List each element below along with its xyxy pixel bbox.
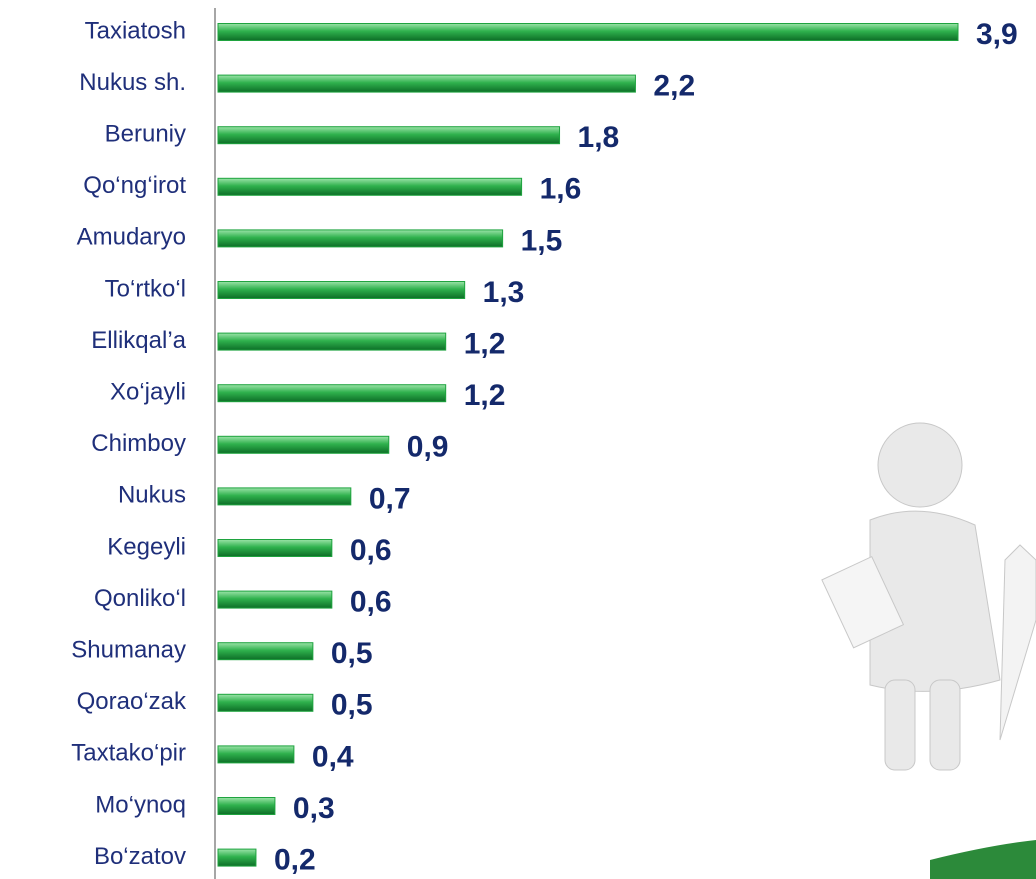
bar (217, 229, 504, 248)
value-label: 0,5 (331, 689, 373, 722)
value-label: 1,6 (540, 173, 582, 206)
value-label: 0,5 (331, 637, 373, 670)
category-label: Chimboy (91, 430, 186, 457)
bar (217, 590, 333, 609)
bar (217, 539, 333, 557)
value-label: 0,4 (312, 740, 354, 773)
category-label: Bo‘zatov (94, 843, 186, 870)
bar (217, 177, 523, 196)
value-label: 1,2 (464, 379, 506, 412)
value-label: 0,2 (274, 844, 316, 877)
category-label: Amudaryo (77, 224, 186, 251)
category-label: Nukus (118, 482, 186, 509)
bar (217, 642, 314, 661)
value-label: 1,5 (521, 224, 563, 257)
bar (217, 384, 447, 403)
value-label: 1,3 (483, 276, 525, 309)
category-label: Nukus sh. (79, 69, 186, 96)
value-label: 0,9 (407, 431, 449, 464)
category-label: Taxtako‘pir (71, 740, 186, 767)
bar (217, 693, 314, 712)
bar (217, 74, 636, 93)
category-label: Xo‘jayli (110, 379, 186, 406)
bar (217, 797, 276, 815)
category-label: Qo‘ng‘irot (83, 172, 186, 199)
category-label: Kegeyli (107, 533, 186, 560)
value-label: 0,3 (293, 792, 335, 825)
category-label: To‘rtko‘l (105, 275, 186, 302)
category-label: Qorao‘zak (77, 688, 187, 715)
category-label: Shumanay (71, 637, 186, 664)
value-label: 2,2 (653, 70, 695, 103)
category-label: Mo‘ynoq (95, 791, 186, 818)
value-label: 1,8 (578, 121, 620, 154)
bar (217, 281, 466, 299)
bar (217, 23, 959, 41)
bar (217, 332, 447, 351)
category-label: Taxiatosh (85, 17, 186, 44)
doctor-illustration (821, 422, 1036, 879)
category-label: Beruniy (105, 121, 186, 148)
value-label: 1,2 (464, 328, 506, 361)
bar (217, 848, 257, 867)
category-label: Qonliko‘l (94, 585, 186, 612)
bar (217, 126, 561, 145)
value-label: 0,6 (350, 586, 392, 619)
value-label: 0,6 (350, 534, 392, 567)
bar (217, 435, 390, 454)
category-label: Ellikqal’a (91, 327, 186, 354)
value-label: 3,9 (976, 18, 1018, 51)
value-label: 0,7 (369, 482, 411, 515)
bar (217, 745, 295, 764)
bar (217, 487, 352, 506)
